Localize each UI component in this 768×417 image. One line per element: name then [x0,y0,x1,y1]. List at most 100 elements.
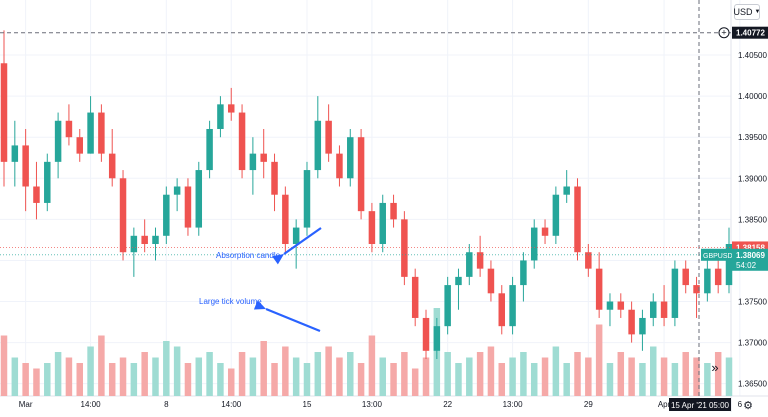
candle-body [44,161,51,203]
candle-body [249,153,257,171]
candle-body [65,120,73,138]
currency-selector[interactable]: USD ▼ [734,4,760,20]
candle-body [628,309,635,335]
volume-bar [574,352,581,396]
annotation-absorption-text: Absorption candle [216,251,281,260]
x-tick-label: 13:00 [362,400,383,409]
x-tick-label: 29 [584,400,593,409]
volume-bar [693,357,700,396]
candle-body [87,112,94,154]
y-tick-label: 1.40000 [738,92,767,101]
volume-bar [671,363,679,396]
candle-body [606,301,614,310]
candle-body [260,153,267,162]
plus-icon[interactable] [718,27,730,39]
volume-bar [606,363,614,396]
volume-bar [336,357,343,396]
crosshair-time-text: 15 Apr '21 05:00 [671,401,730,410]
volume-bar [130,363,138,396]
candle-body [693,285,700,294]
candle-body [336,153,343,179]
volume-bar [628,357,635,396]
candle-body [530,227,538,261]
candle-body [119,178,127,253]
volume-bar [455,363,462,396]
symbol-price-bg [732,248,768,271]
candle-body [639,317,646,335]
annotation-volume-arrow-head [253,300,266,310]
volume-bar [108,363,116,396]
volume-bar [325,346,332,396]
volume-bar [238,352,246,396]
candle-body [541,227,549,236]
candle-body [509,285,516,327]
candle-body [725,244,733,286]
volume-bar [585,357,592,396]
annotation-absorption-arrow [272,227,322,265]
volume-bar [520,352,527,396]
candle-body [714,268,722,286]
volume-bar [152,357,159,396]
volume-bar [260,341,267,396]
volume-bar [357,363,365,396]
volume-bar [466,357,473,396]
volume-bar [87,346,94,396]
x-tick-label: 8 [164,400,169,409]
chevron-down-icon: ▼ [754,9,761,15]
volume-bar [650,346,657,396]
candle-body [704,268,711,294]
candle-body [22,145,29,187]
currency-label: USD [733,7,753,17]
y-tick-label: 1.36500 [738,380,767,389]
candle-body [574,186,581,253]
candle-body [650,301,657,318]
volume-bar [217,363,224,396]
volume-bar [11,357,19,396]
volume-bar [227,368,235,396]
volume-bar [22,363,29,396]
x-tick-label: Apr [658,400,671,409]
candle-body [325,120,332,154]
volume-bar [498,363,506,396]
candle-body [411,276,419,318]
volume-bar [476,352,484,396]
candle-body [173,186,181,195]
volume-bar [119,357,127,396]
volume-bar [347,352,354,396]
symbol-tag-text: GBPUSD [703,253,733,260]
volume-bar [541,357,549,396]
volume-bar [98,335,105,396]
volume-bar [314,352,322,396]
candle-body [520,260,527,286]
candle-body [379,202,386,245]
candle-body [184,186,192,228]
candle-body [292,227,300,245]
volume-bar [704,363,711,396]
candle-body [98,112,105,154]
candle-body [682,268,689,286]
x-tick-label: 15 [303,400,312,409]
candle-body [433,326,441,351]
candle-body [552,194,560,236]
volume-bar [595,324,603,396]
candle-body [33,186,40,203]
crosshair-time-label: 15 Apr '21 05:00 [669,398,731,411]
symbol-price-text: 1.38069 [736,251,765,260]
volume-bar [639,363,646,396]
candle-body [195,170,203,228]
volume-bar [530,363,538,396]
volume-bar [411,368,419,396]
x-tick-label: 14:00 [81,400,102,409]
candle-body [130,235,138,253]
x-tick-label: 22 [443,400,452,409]
candle-body [455,276,462,286]
candle-body [152,235,159,245]
candle-body [617,301,625,310]
candle-body [368,211,376,245]
x-tick-label: 13:00 [503,400,524,409]
x-tick-label: 14:00 [221,400,242,409]
volume-bar [617,352,625,396]
volume-bar [184,363,192,396]
annotation-absorption-arrow-shaft [283,227,322,255]
